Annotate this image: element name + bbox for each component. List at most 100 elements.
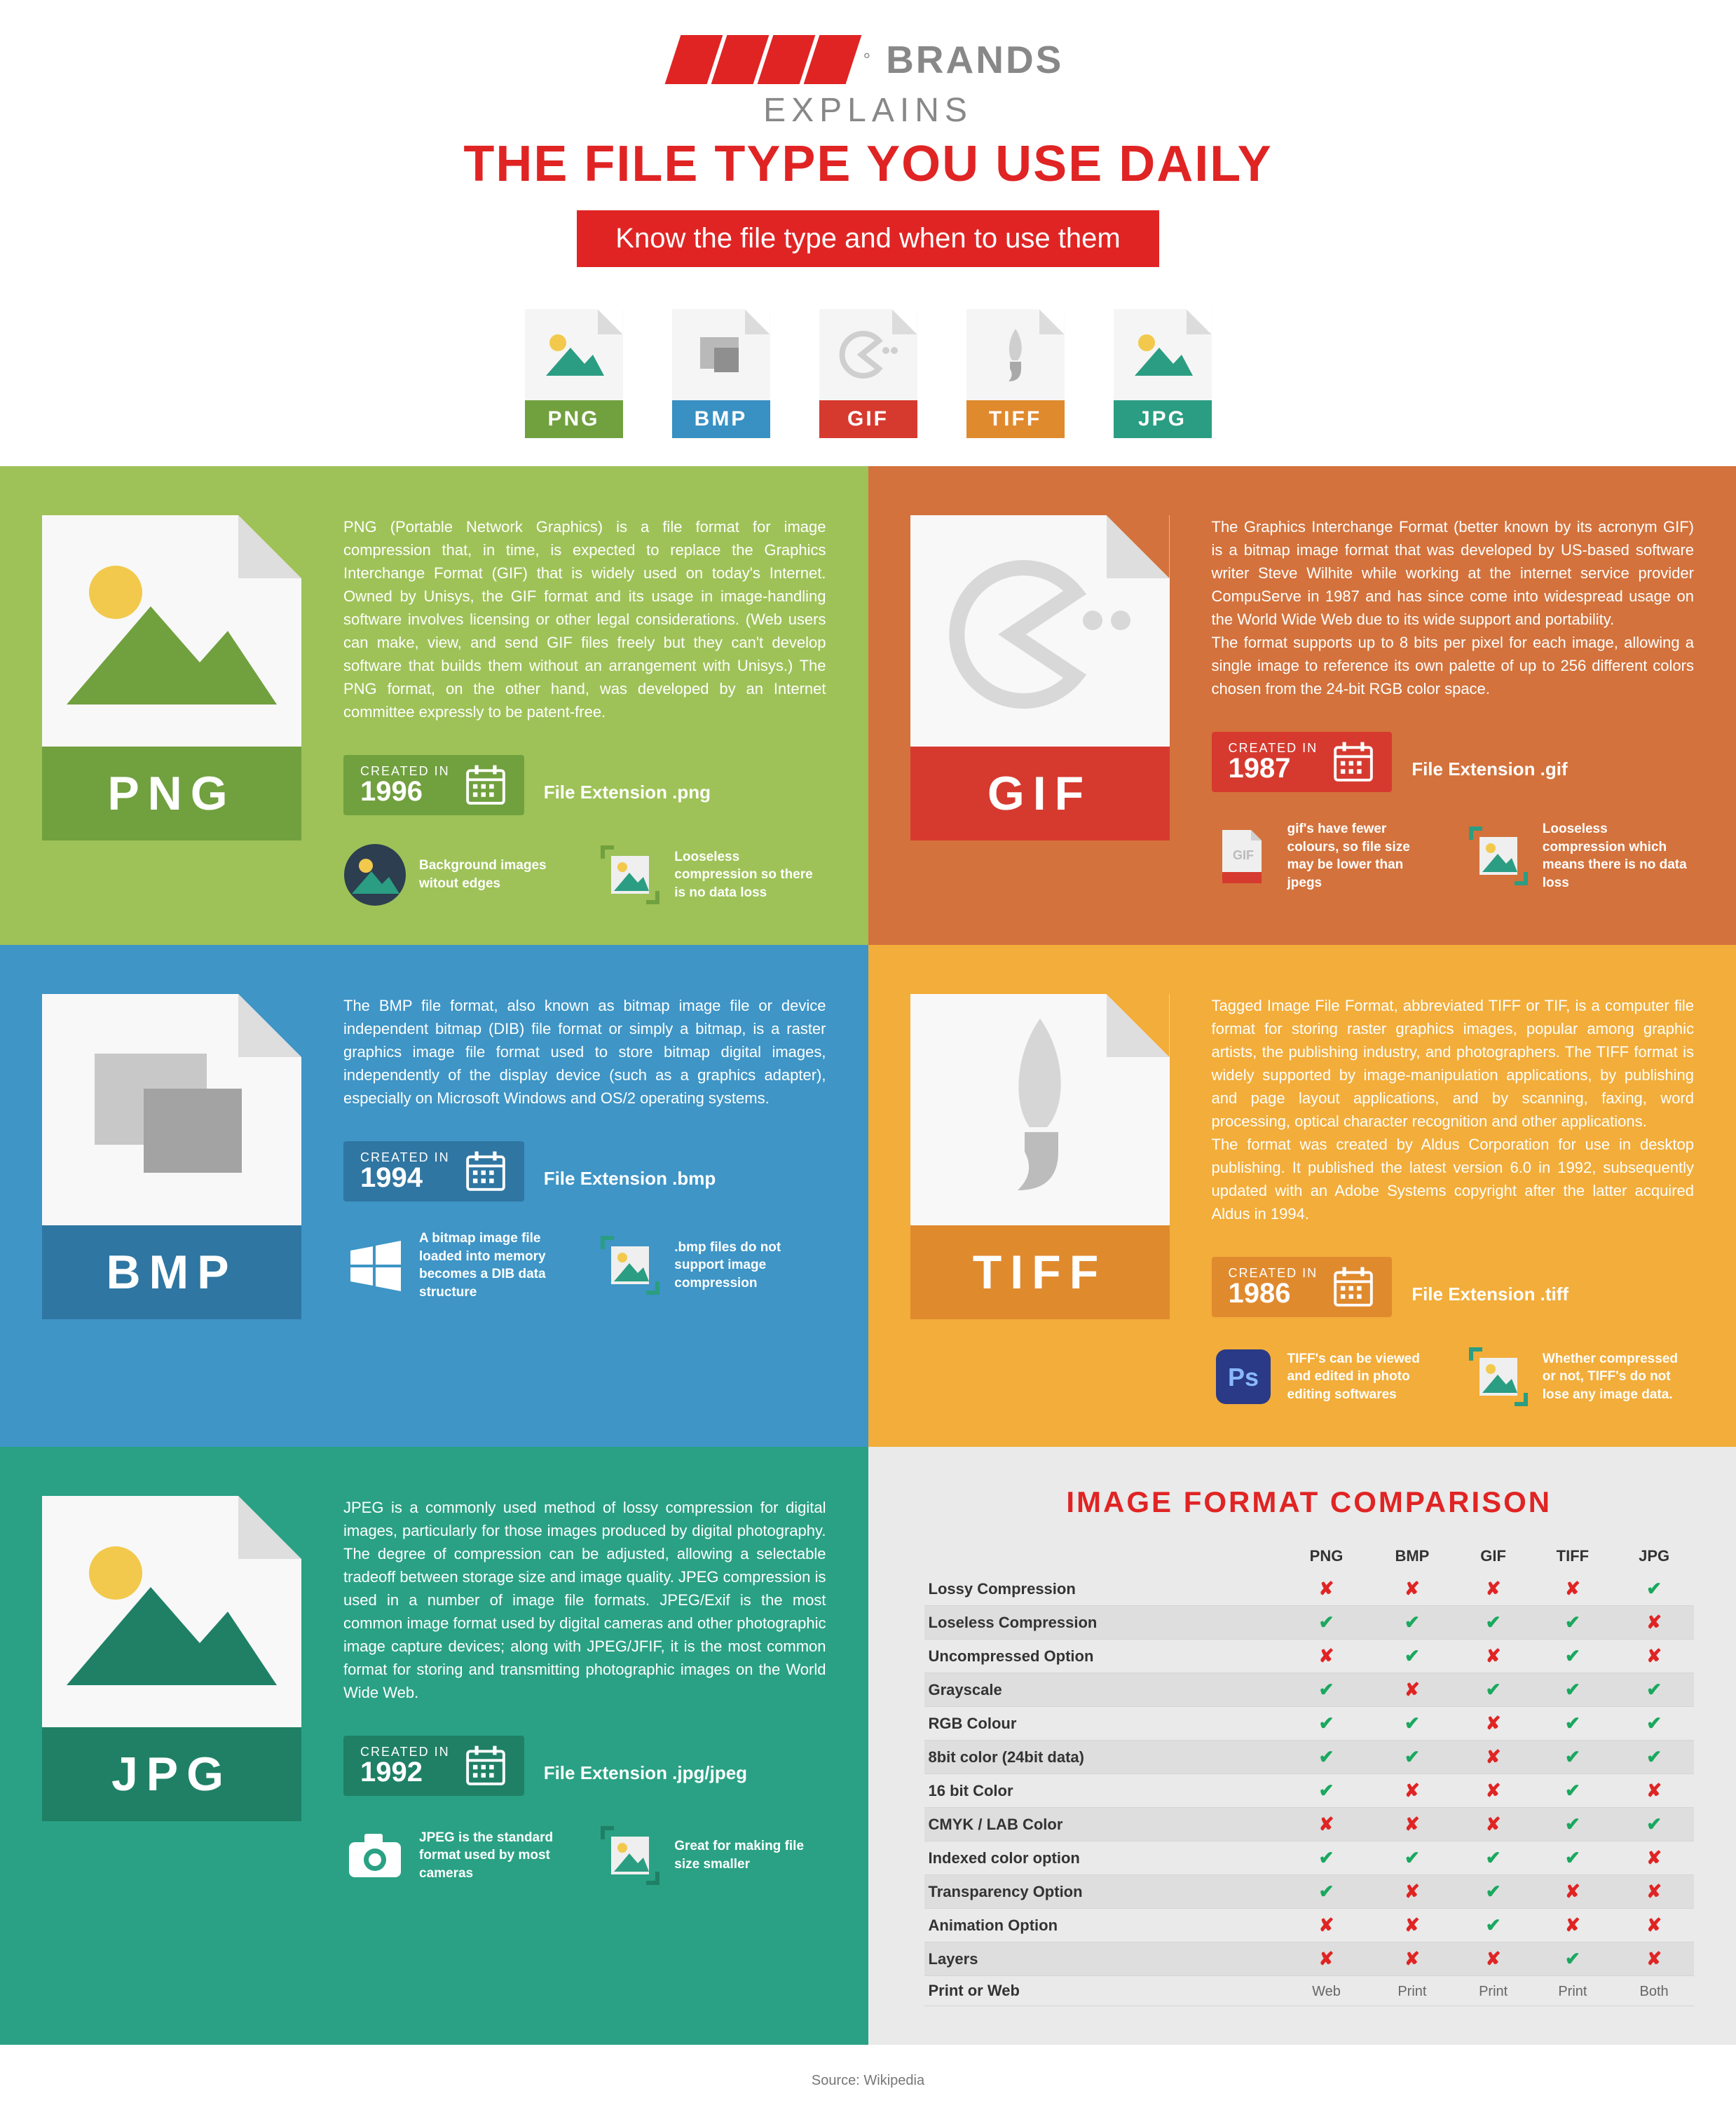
comparison-cell: ✘ bbox=[1531, 1572, 1615, 1606]
gif-big-tag: GIF bbox=[910, 747, 1170, 840]
tiff-extension: File Extension .tiff bbox=[1412, 1281, 1568, 1308]
comparison-row-label: RGB Colour bbox=[924, 1707, 1284, 1741]
jpg-created-badge: CREATED IN 1992 bbox=[343, 1736, 524, 1796]
comparison-row: CMYK / LAB Color✘✘✘✔✔ bbox=[924, 1808, 1695, 1842]
calendar-icon bbox=[1332, 740, 1375, 784]
jpg-big-icon: JPG bbox=[42, 1496, 301, 2006]
tiff-panel: TIFF Tagged Image File Format, abbreviat… bbox=[868, 945, 1736, 1447]
png-year: 1996 bbox=[360, 777, 450, 805]
comparison-cell: Print bbox=[1456, 1976, 1531, 2006]
brand-word: BRANDS bbox=[886, 37, 1063, 82]
comparison-cell: ✔ bbox=[1614, 1673, 1694, 1707]
comparison-cell: ✘ bbox=[1456, 1741, 1531, 1774]
comparison-cell: ✔ bbox=[1614, 1572, 1694, 1606]
gif-small-icon: GIF bbox=[819, 309, 917, 438]
tiff-description: Tagged Image File Format, abbreviated TI… bbox=[1212, 994, 1695, 1225]
comparison-row: Loseless Compression✔✔✔✔✘ bbox=[924, 1606, 1695, 1640]
gif-panel: GIF The Graphics Interchange Format (bet… bbox=[868, 466, 1736, 945]
comparison-cell: ✘ bbox=[1284, 1909, 1369, 1942]
explains-label: EXPLAINS bbox=[0, 91, 1736, 130]
comparison-cell: ✔ bbox=[1369, 1741, 1456, 1774]
camera-icon bbox=[343, 1824, 406, 1887]
comparison-cell: ✔ bbox=[1614, 1741, 1694, 1774]
brush-icon bbox=[995, 325, 1037, 385]
format-icon-row: PNG BMP bbox=[0, 309, 1736, 438]
comparison-table: PNGBMPGIFTIFFJPG Lossy Compression✘✘✘✘✔L… bbox=[924, 1540, 1695, 2006]
tiff-created-badge: CREATED IN 1986 bbox=[1212, 1257, 1393, 1317]
comparison-row: RGB Colour✔✔✘✔✔ bbox=[924, 1707, 1695, 1741]
comparison-cell: ✔ bbox=[1531, 1741, 1615, 1774]
footer-source: Source: Wikipedia bbox=[0, 2045, 1736, 2124]
jpg-description: JPEG is a commonly used method of lossy … bbox=[343, 1496, 826, 1704]
comparison-row-label: CMYK / LAB Color bbox=[924, 1808, 1284, 1842]
comparison-row: Uncompressed Option✘✔✘✔✘ bbox=[924, 1640, 1695, 1673]
comparison-cell: ✘ bbox=[1284, 1640, 1369, 1673]
comparison-cell: ✔ bbox=[1456, 1875, 1531, 1909]
comparison-row: Animation Option✘✘✔✘✘ bbox=[924, 1909, 1695, 1942]
comparison-cell: ✘ bbox=[1614, 1942, 1694, 1976]
calendar-icon bbox=[464, 763, 507, 807]
jpg-feature-2: Great for making file size smaller bbox=[599, 1824, 826, 1887]
tiff-big-tag: TIFF bbox=[910, 1225, 1170, 1319]
comparison-cell: ✔ bbox=[1456, 1842, 1531, 1875]
svg-text:Ps: Ps bbox=[1227, 1363, 1258, 1391]
comparison-row: Transparency Option✔✘✔✘✘ bbox=[924, 1875, 1695, 1909]
comparison-cell: ✘ bbox=[1369, 1774, 1456, 1808]
bmp-feature-1: A bitmap image file loaded into memory b… bbox=[343, 1230, 570, 1302]
comparison-cell: ✔ bbox=[1456, 1909, 1531, 1942]
pacman-icon bbox=[837, 327, 900, 383]
compress-icon bbox=[599, 843, 662, 906]
brush-icon bbox=[970, 1012, 1110, 1208]
jpg-feature-1: JPEG is the standard format used by most… bbox=[343, 1824, 570, 1887]
comparison-cell: ✘ bbox=[1456, 1640, 1531, 1673]
comparison-row: 8bit color (24bit data)✔✔✘✔✔ bbox=[924, 1741, 1695, 1774]
image-icon bbox=[1131, 330, 1194, 379]
comparison-cell: ✔ bbox=[1284, 1875, 1369, 1909]
gif-file-icon: GIF bbox=[1212, 824, 1275, 887]
comparison-cell: ✔ bbox=[1369, 1842, 1456, 1875]
comparison-cell: ✔ bbox=[1284, 1606, 1369, 1640]
comparison-row-label: Print or Web bbox=[924, 1976, 1284, 2006]
calendar-icon bbox=[1332, 1265, 1375, 1309]
comparison-row-label: Transparency Option bbox=[924, 1875, 1284, 1909]
lava-logo-icon bbox=[673, 35, 854, 84]
comparison-row: Indexed color option✔✔✔✔✘ bbox=[924, 1842, 1695, 1875]
jpg-big-tag: JPG bbox=[42, 1727, 301, 1821]
degree-mark: ° bbox=[863, 49, 870, 71]
comparison-cell: ✔ bbox=[1369, 1606, 1456, 1640]
comparison-row-label: 8bit color (24bit data) bbox=[924, 1741, 1284, 1774]
comparison-col-header: BMP bbox=[1369, 1540, 1456, 1572]
comparison-cell: ✘ bbox=[1614, 1640, 1694, 1673]
comparison-cell: ✔ bbox=[1614, 1707, 1694, 1741]
tiff-feature-2: Whether compressed or not, TIFF's do not… bbox=[1467, 1345, 1694, 1408]
comparison-cell: ✘ bbox=[1456, 1774, 1531, 1808]
comparison-row: Layers✘✘✘✔✘ bbox=[924, 1942, 1695, 1976]
comparison-cell: ✘ bbox=[1369, 1572, 1456, 1606]
comparison-cell: Print bbox=[1369, 1976, 1456, 2006]
comparison-title: IMAGE FORMAT COMPARISON bbox=[924, 1485, 1695, 1519]
image-icon bbox=[542, 330, 606, 379]
png-created-badge: CREATED IN 1996 bbox=[343, 755, 524, 815]
jpg-small-icon: JPG bbox=[1114, 309, 1212, 438]
comparison-cell: ✔ bbox=[1614, 1808, 1694, 1842]
bmp-panel: BMP The BMP file format, also known as b… bbox=[0, 945, 868, 1447]
calendar-icon bbox=[464, 1150, 507, 1193]
compress-icon bbox=[1467, 1345, 1530, 1408]
gif-created-badge: CREATED IN 1987 bbox=[1212, 732, 1393, 792]
tiff-year: 1986 bbox=[1229, 1279, 1318, 1307]
comparison-row-label: Uncompressed Option bbox=[924, 1640, 1284, 1673]
bmp-small-icon: BMP bbox=[672, 309, 770, 438]
comparison-cell: ✘ bbox=[1531, 1909, 1615, 1942]
comparison-cell: ✔ bbox=[1284, 1774, 1369, 1808]
comparison-cell: ✔ bbox=[1531, 1842, 1615, 1875]
comparison-col-header: PNG bbox=[1284, 1540, 1369, 1572]
bmp-big-tag: BMP bbox=[42, 1225, 301, 1319]
png-tag: PNG bbox=[525, 400, 623, 438]
compress-icon bbox=[1467, 824, 1530, 887]
gif-feature-2: Looseless compression which means there … bbox=[1467, 820, 1694, 892]
comparison-cell: Web bbox=[1284, 1976, 1369, 2006]
comparison-cell: ✘ bbox=[1369, 1909, 1456, 1942]
compress-icon bbox=[599, 1824, 662, 1887]
comparison-cell: ✔ bbox=[1531, 1606, 1615, 1640]
gif-extension: File Extension .gif bbox=[1412, 756, 1567, 783]
